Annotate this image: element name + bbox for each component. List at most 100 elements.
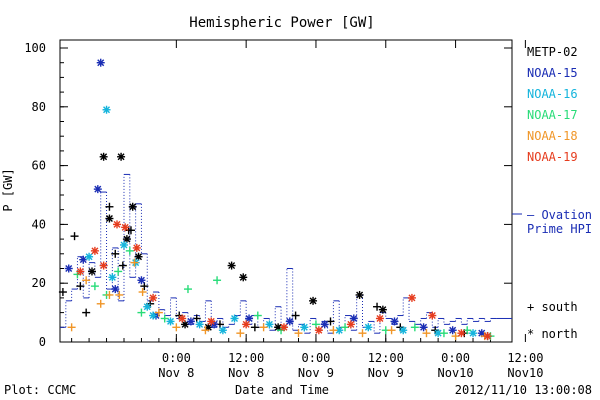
star-marker <box>128 202 137 211</box>
plus-marker <box>439 329 448 338</box>
y-tick-label: 20 <box>32 276 46 290</box>
legend-item-noaa-19: NOAA-19 <box>527 150 578 164</box>
plus-marker <box>111 249 120 258</box>
star-marker <box>149 311 158 320</box>
plus-marker <box>192 314 201 323</box>
star-marker <box>448 326 457 335</box>
plus-marker <box>341 323 350 332</box>
star-marker <box>166 317 175 326</box>
star-marker <box>364 323 373 332</box>
chart-title: Hemispheric Power [GW] <box>189 15 374 31</box>
star-marker <box>111 285 120 294</box>
star-marker <box>242 320 251 329</box>
y-tick-label: 0 <box>39 335 46 349</box>
star-marker <box>355 290 364 299</box>
star-marker <box>207 317 216 326</box>
star-marker <box>378 305 387 314</box>
x-tick-label-time: 12:00 <box>228 351 264 365</box>
plus-marker <box>105 202 114 211</box>
plus-marker <box>422 329 431 338</box>
star-marker <box>181 320 190 329</box>
star-marker <box>113 220 122 229</box>
plus-marker <box>463 326 472 335</box>
plus-marker <box>96 299 105 308</box>
plus-marker <box>125 246 134 255</box>
star-marker <box>105 214 114 223</box>
x-tick-label-time: 0:00 <box>162 351 191 365</box>
plus-marker <box>451 332 460 341</box>
star-marker <box>76 267 85 276</box>
plus-marker <box>154 308 163 317</box>
legend-symbol-north: * north <box>527 327 578 341</box>
star-marker <box>245 314 254 323</box>
plus-marker <box>201 326 210 335</box>
star-marker <box>279 323 288 332</box>
footer-source: Plot: CCMC <box>4 383 76 397</box>
star-marker <box>186 317 195 326</box>
star-marker <box>320 320 329 329</box>
star-marker <box>87 267 96 276</box>
plus-marker <box>140 282 149 291</box>
plus-marker <box>138 288 147 297</box>
star-marker <box>137 276 146 285</box>
plus-marker <box>76 282 85 291</box>
star-marker <box>122 235 131 244</box>
legend-symbol-south: + south <box>527 300 578 314</box>
plus-marker <box>160 314 169 323</box>
x-axis-label: Date and Time <box>235 383 329 397</box>
star-marker <box>64 264 73 273</box>
plus-marker <box>58 288 67 297</box>
star-marker <box>121 223 130 232</box>
star-marker <box>143 302 152 311</box>
star-marker <box>314 326 323 335</box>
star-marker <box>102 105 111 114</box>
x-tick-label-date: Nov 9 <box>368 366 404 380</box>
star-marker <box>399 326 408 335</box>
legend-item-noaa-17: NOAA-17 <box>527 108 578 122</box>
plus-marker <box>294 329 303 338</box>
plus-marker <box>250 323 259 332</box>
plus-marker <box>387 326 396 335</box>
plus-marker <box>326 317 335 326</box>
star-marker <box>346 320 355 329</box>
star-marker <box>469 329 478 338</box>
x-tick-label-date: Nov 8 <box>228 366 264 380</box>
y-tick-label: 60 <box>32 159 46 173</box>
plus-marker <box>172 323 181 332</box>
x-tick-label-time: 0:00 <box>441 351 470 365</box>
plus-marker <box>67 323 76 332</box>
star-marker <box>428 311 437 320</box>
plus-marker <box>358 329 367 338</box>
footer-timestamp: 2012/11/10 13:00:08 <box>455 383 592 397</box>
y-axis-label: P [GW] <box>1 168 15 211</box>
x-tick-label-date: Nov 9 <box>298 366 334 380</box>
y-tick-label: 100 <box>24 41 46 55</box>
plus-marker <box>410 323 419 332</box>
plus-marker <box>82 308 91 317</box>
plus-marker <box>126 226 135 235</box>
star-marker <box>483 332 492 341</box>
star-marker <box>79 255 88 264</box>
star-marker <box>375 314 384 323</box>
plus-marker <box>105 290 114 299</box>
star-marker <box>99 261 108 270</box>
plus-marker <box>373 302 382 311</box>
legend-item-noaa-16: NOAA-16 <box>527 87 578 101</box>
plus-marker <box>114 267 123 276</box>
legend-ovation-line2: Prime HPI <box>527 222 592 236</box>
star-marker <box>300 323 309 332</box>
star-marker <box>218 326 227 335</box>
plus-marker <box>291 311 300 320</box>
star-marker <box>132 243 141 252</box>
plus-marker <box>130 258 139 267</box>
legend-item-noaa-15: NOAA-15 <box>527 66 578 80</box>
x-tick-label-date: Nov10 <box>507 366 543 380</box>
plus-marker <box>115 290 124 299</box>
y-tick-label: 80 <box>32 100 46 114</box>
plus-marker <box>213 276 222 285</box>
star-marker <box>119 240 128 249</box>
plus-marker <box>70 232 79 241</box>
star-marker <box>407 293 416 302</box>
